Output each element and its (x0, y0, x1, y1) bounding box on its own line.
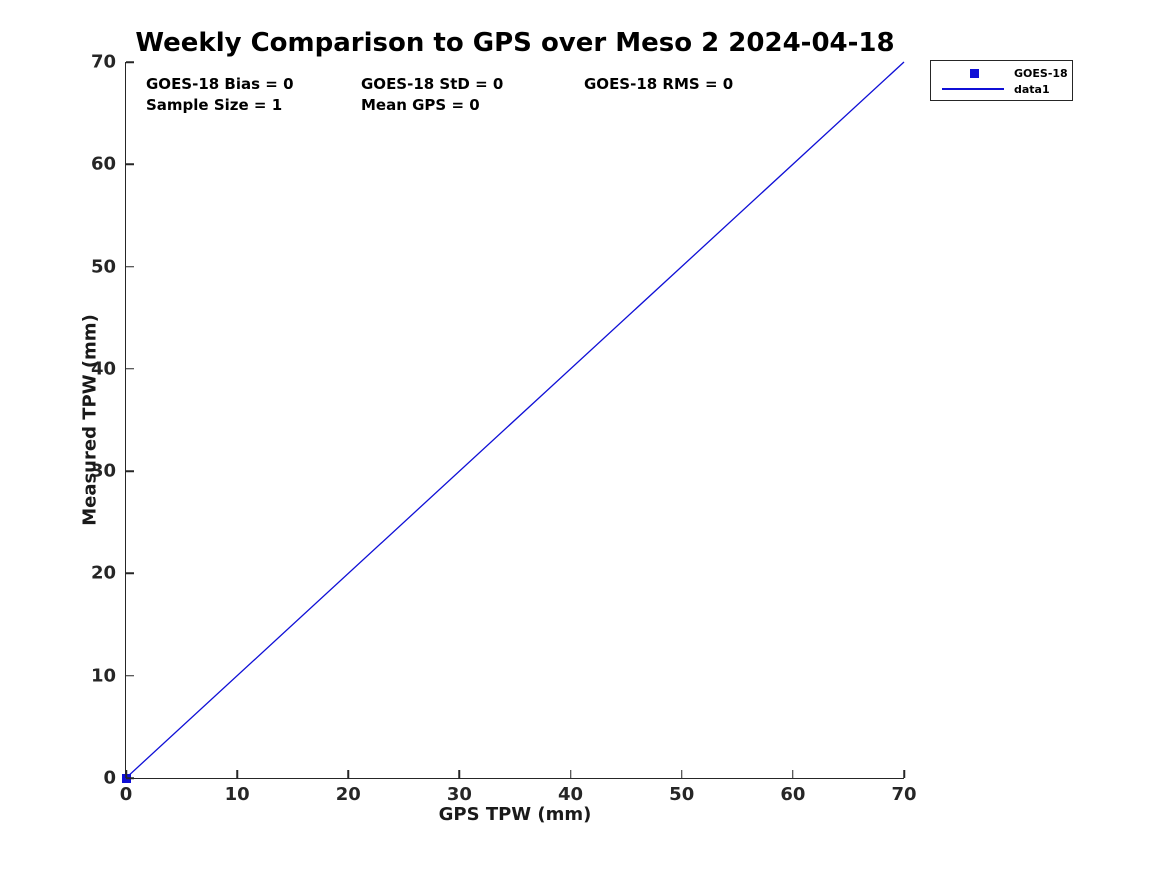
y-tick-mark (126, 572, 134, 575)
annotation-mean-gps: Mean GPS = 0 (361, 96, 480, 114)
x-tick-label: 0 (119, 784, 133, 805)
y-tick-label: 10 (90, 665, 116, 687)
x-tick-label: 30 (446, 784, 472, 805)
annotation-rms: GOES-18 RMS = 0 (584, 75, 734, 93)
plot-area: Weekly Comparison to GPS over Meso 2 202… (80, 28, 917, 825)
legend-label-data1: data1 (1014, 83, 1050, 96)
x-tick-mark (458, 770, 461, 778)
plot-canvas (125, 61, 905, 779)
legend: GOES-18 data1 (930, 60, 1073, 101)
x-tick-mark (236, 770, 238, 778)
x-tick-label: 20 (335, 784, 361, 805)
y-tick-label: 50 (90, 256, 116, 278)
legend-label-goes18: GOES-18 (1014, 67, 1068, 80)
x-tick-mark (792, 770, 794, 778)
y-tick-mark (126, 61, 134, 63)
y-tick-mark (126, 777, 134, 779)
annotation-bias: GOES-18 Bias = 0 (146, 75, 294, 93)
annotation-std: GOES-18 StD = 0 (361, 75, 504, 93)
x-tick-label: 60 (780, 784, 806, 805)
y-tick-label: 60 (90, 153, 116, 175)
legend-line-sample (942, 88, 1004, 90)
x-tick-label: 70 (891, 784, 917, 805)
y-tick-label: 40 (90, 358, 116, 380)
y-tick-mark (126, 368, 134, 370)
y-tick-mark (126, 470, 134, 472)
x-tick-label: 50 (669, 784, 695, 805)
x-tick-label: 10 (224, 784, 250, 805)
x-tick-mark (569, 770, 572, 778)
annotation-sample-size: Sample Size = 1 (146, 96, 283, 114)
x-tick-mark (680, 770, 683, 778)
x-tick-mark (125, 770, 127, 778)
y-tick-mark (126, 265, 134, 268)
x-axis-label: GPS TPW (mm) (438, 804, 592, 825)
y-tick-label: 30 (90, 460, 116, 482)
y-axis-label: Measured TPW (mm) (79, 314, 101, 526)
legend-square-marker-icon (970, 69, 979, 78)
y-tick-label: 0 (103, 767, 116, 789)
identity-line-path (125, 61, 905, 779)
y-tick-mark (126, 674, 134, 677)
chart-title: Weekly Comparison to GPS over Meso 2 202… (135, 28, 895, 58)
y-tick-label: 70 (90, 51, 116, 73)
x-tick-mark (903, 770, 905, 778)
x-tick-mark (347, 770, 350, 778)
y-tick-label: 20 (90, 562, 116, 584)
x-tick-label: 40 (558, 784, 584, 805)
y-tick-mark (126, 163, 134, 166)
